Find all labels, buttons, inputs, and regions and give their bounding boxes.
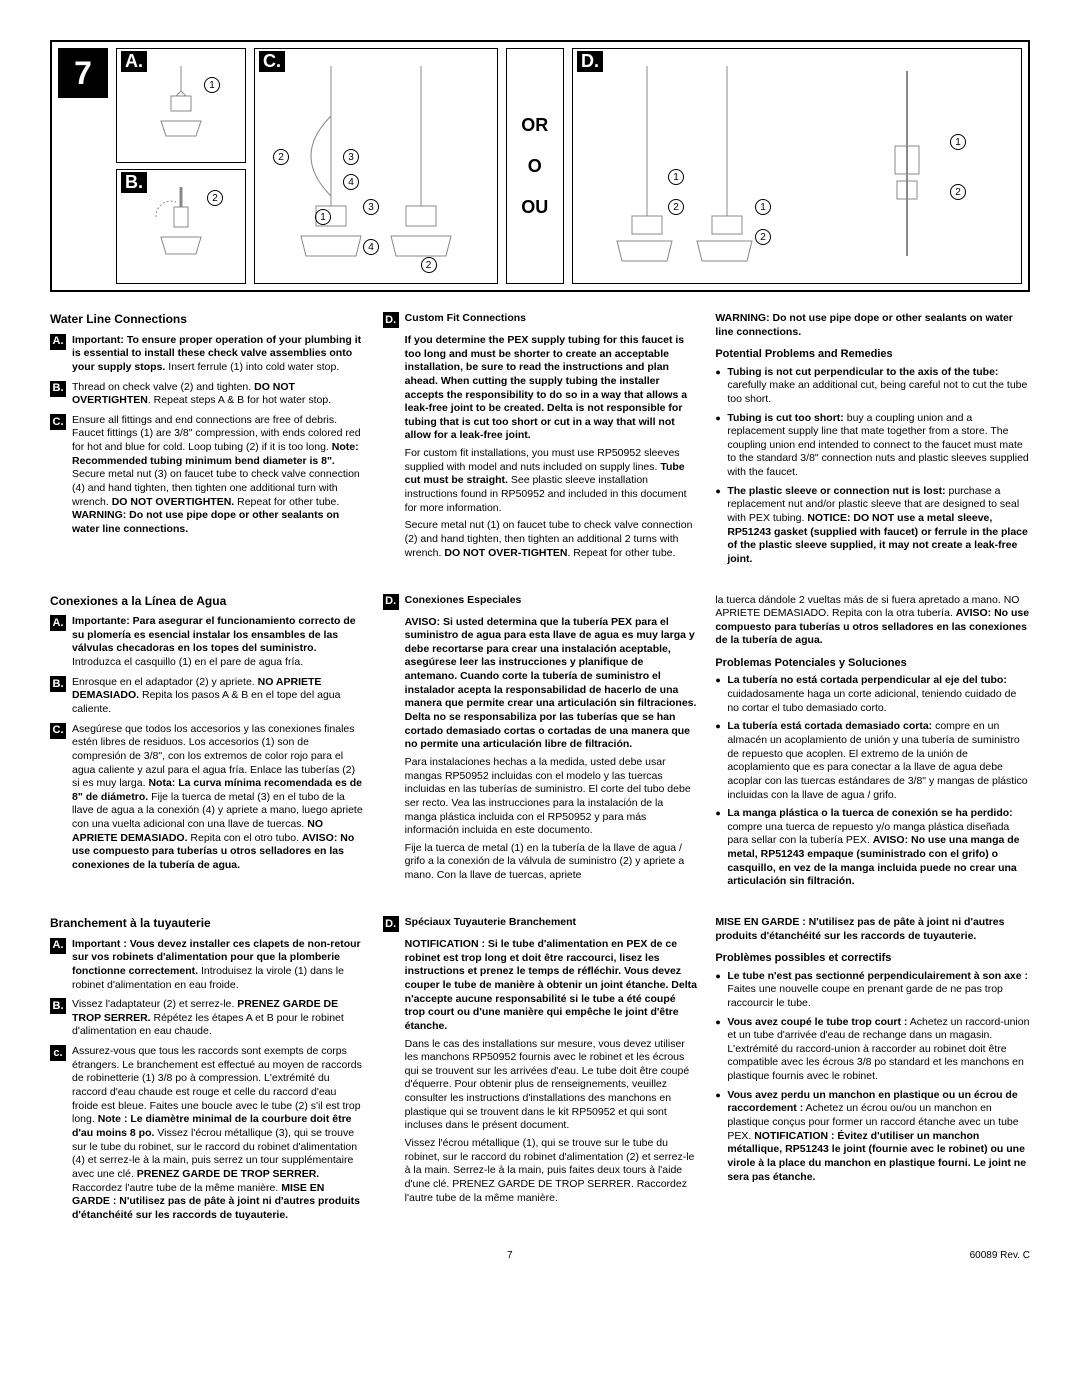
panel-a: A. 1 — [116, 48, 246, 163]
es-col1: Conexiones a la Línea de Agua A. Importan… — [50, 594, 365, 894]
left-panels: A. 1 B. 2 — [116, 48, 246, 284]
footer: 7 60089 Rev. C — [50, 1250, 1030, 1261]
fr-prob1: Le tube n'est pas sectionné perpendicula… — [715, 970, 1030, 1011]
es-label-a: A. — [50, 615, 66, 631]
revision: 60089 Rev. C — [970, 1250, 1030, 1261]
en-c: Ensure all fittings and end connections … — [72, 414, 365, 537]
es-d3: Fije la tuerca de metal (1) en la tuberí… — [405, 842, 698, 883]
en-col1: Water Line Connections A. Important: To e… — [50, 312, 365, 572]
fr-label-c: c. — [50, 1045, 66, 1061]
label-b: B. — [50, 381, 66, 397]
es-d2: Para instalaciones hechas a la medida, u… — [405, 756, 698, 838]
en-d3: Secure metal nut (1) on faucet tube to c… — [405, 519, 698, 560]
en-col2: D. Custom Fit Connections If you determin… — [383, 312, 698, 572]
es-d1: AVISO: Si usted determina que la tubería… — [405, 616, 698, 752]
french-block: Branchement à la tuyauterie A. Important … — [50, 916, 1030, 1228]
diagram-row: 7 A. 1 B. 2 C. 2 3 4 3 4 1 2 OR O — [50, 40, 1030, 292]
en-prob1: Tubing is not cut perpendicular to the a… — [715, 366, 1030, 407]
panel-a-label: A. — [121, 51, 147, 72]
en-a: Important: To ensure proper operation of… — [72, 334, 365, 375]
es-d3b: la tuerca dándole 2 vueltas más de si fu… — [715, 594, 1030, 649]
or-fr: OU — [521, 197, 548, 218]
marker-1: 1 — [204, 77, 220, 93]
label-a: A. — [50, 334, 66, 350]
diagram-d-svg — [577, 56, 1017, 276]
fr-d2: Dans le cas des installations sur mesure… — [405, 1038, 698, 1133]
en-d-title: Custom Fit Connections — [405, 312, 526, 324]
fr-d1: NOTIFICATION : Si le tube d'alimentation… — [405, 938, 698, 1033]
diagram-a-svg — [141, 61, 221, 151]
en-prob-title: Potential Problems and Remedies — [715, 347, 1030, 361]
marker-2: 2 — [207, 190, 223, 206]
fr-label-d: D. — [383, 916, 399, 932]
spanish-block: Conexiones a la Línea de Agua A. Importan… — [50, 594, 1030, 894]
marker-d1c: 1 — [950, 134, 966, 150]
es-label-b: B. — [50, 676, 66, 692]
fr-a: Important : Vous devez installer ces cla… — [72, 938, 365, 993]
en-d2: For custom fit installations, you must u… — [405, 447, 698, 515]
marker-d1a: 1 — [668, 169, 684, 185]
label-c: C. — [50, 414, 66, 430]
es-label-d: D. — [383, 594, 399, 610]
marker-c2: 2 — [273, 149, 289, 165]
step-block: 7 — [58, 48, 108, 284]
fr-title: Branchement à la tuyauterie — [50, 916, 365, 932]
fr-col2: D. Spéciaux Tuyauterie Branchement NOTIFI… — [383, 916, 698, 1228]
es-col2: D. Conexiones Especiales AVISO: Si usted … — [383, 594, 698, 894]
fr-label-b: B. — [50, 998, 66, 1014]
en-b: Thread on check valve (2) and tighten. D… — [72, 381, 365, 408]
marker-d2b: 2 — [755, 229, 771, 245]
panel-c-label: C. — [259, 51, 285, 72]
panel-b-label: B. — [121, 172, 147, 193]
marker-c1a: 1 — [315, 209, 331, 225]
marker-c4a: 4 — [343, 174, 359, 190]
marker-d2c: 2 — [950, 184, 966, 200]
en-warn: WARNING: Do not use pipe dope or other s… — [715, 312, 1030, 339]
en-prob2: Tubing is cut too short: buy a coupling … — [715, 412, 1030, 480]
panel-b: B. 2 — [116, 169, 246, 284]
en-title: Water Line Connections — [50, 312, 365, 328]
or-en: OR — [521, 115, 548, 136]
en-col3: WARNING: Do not use pipe dope or other s… — [715, 312, 1030, 572]
en-prob3: The plastic sleeve or connection nut is … — [715, 485, 1030, 567]
es-c: Asegúrese que todos los accesorios y las… — [72, 723, 365, 873]
fr-col3: MISE EN GARDE : N'utilisez pas de pâte à… — [715, 916, 1030, 1228]
es-a: Importante: Para asegurar el funcionamie… — [72, 615, 365, 670]
step-number: 7 — [58, 48, 108, 98]
es-d-title: Conexiones Especiales — [405, 594, 522, 606]
es-title: Conexiones a la Línea de Agua — [50, 594, 365, 610]
label-d: D. — [383, 312, 399, 328]
marker-c4b: 4 — [363, 239, 379, 255]
page-number: 7 — [507, 1250, 513, 1261]
fr-b: Vissez l'adaptateur (2) et serrez-le. PR… — [72, 998, 365, 1039]
marker-c3a: 3 — [343, 149, 359, 165]
fr-d3: Vissez l'écrou métallique (1), qui se tr… — [405, 1137, 698, 1205]
english-block: Water Line Connections A. Important: To e… — [50, 312, 1030, 572]
es-col3: la tuerca dándole 2 vueltas más de si fu… — [715, 594, 1030, 894]
es-prob1: La tubería no está cortada perpendicular… — [715, 674, 1030, 715]
fr-col1: Branchement à la tuyauterie A. Important … — [50, 916, 365, 1228]
fr-prob2: Vous avez coupé le tube trop court : Ach… — [715, 1016, 1030, 1084]
panel-c: C. 2 3 4 3 4 1 2 — [254, 48, 498, 284]
panel-d: D. 1 2 1 2 1 2 — [572, 48, 1022, 284]
fr-warn: MISE EN GARDE : N'utilisez pas de pâte à… — [715, 916, 1030, 943]
en-d1: If you determine the PEX supply tubing f… — [405, 334, 698, 443]
or-es: O — [528, 156, 542, 177]
marker-c3b: 3 — [363, 199, 379, 215]
marker-c2b: 2 — [421, 257, 437, 273]
es-b: Enrosque en el adaptador (2) y apriete. … — [72, 676, 365, 717]
fr-c: Assurez-vous que tous les raccords sont … — [72, 1045, 365, 1222]
fr-prob-title: Problèmes possibles et correctifs — [715, 951, 1030, 965]
panel-d-label: D. — [577, 51, 603, 72]
or-box: OR O OU — [506, 48, 564, 284]
fr-d-title: Spéciaux Tuyauterie Branchement — [405, 916, 576, 928]
marker-d1b: 1 — [755, 199, 771, 215]
fr-label-a: A. — [50, 938, 66, 954]
marker-d2a: 2 — [668, 199, 684, 215]
es-prob-title: Problemas Potenciales y Soluciones — [715, 656, 1030, 670]
fr-prob3: Vous avez perdu un manchon en plastique … — [715, 1089, 1030, 1184]
es-prob3: La manga plástica o la tuerca de conexió… — [715, 807, 1030, 889]
es-label-c: C. — [50, 723, 66, 739]
es-prob2: La tubería está cortada demasiado corta:… — [715, 720, 1030, 802]
